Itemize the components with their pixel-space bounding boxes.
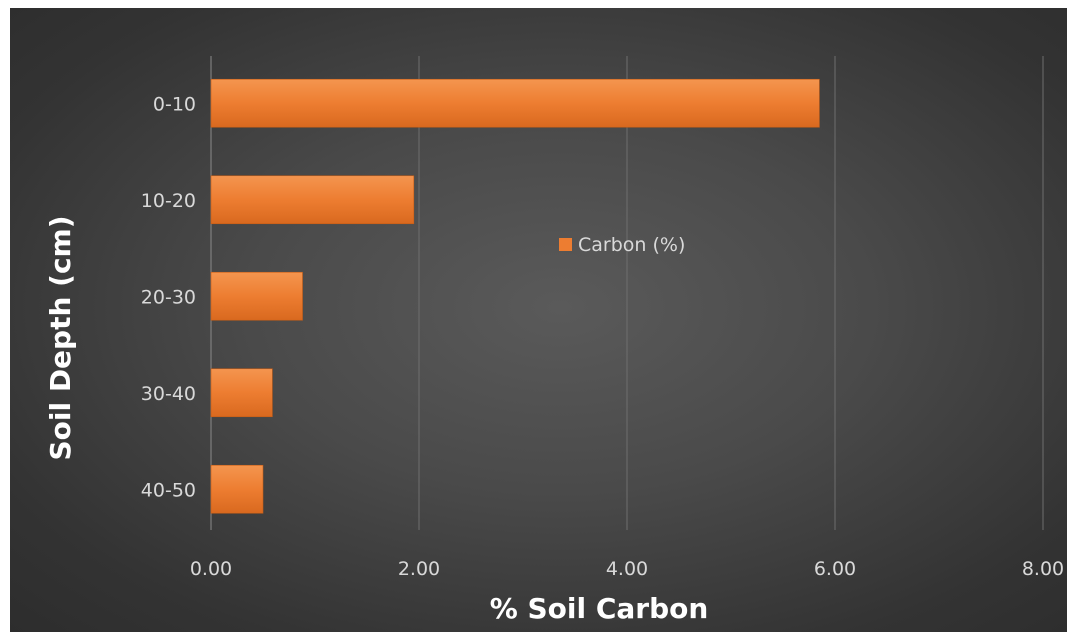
y-tick-label: 0-10 bbox=[153, 93, 196, 115]
chart-area: 0-10 10-20 20-30 30-40 40-50 0.00 2.00 4.00 6.0… bbox=[10, 8, 1067, 632]
bar-40-50 bbox=[210, 464, 264, 514]
y-tick-label: 20-30 bbox=[141, 286, 196, 308]
x-tick-label: 2.00 bbox=[398, 558, 440, 580]
bars bbox=[210, 78, 820, 514]
x-tick-label: 6.00 bbox=[814, 558, 856, 580]
bar-0-10 bbox=[210, 78, 820, 128]
y-tick-label: 30-40 bbox=[141, 383, 196, 405]
x-tick-label: 4.00 bbox=[606, 558, 648, 580]
x-tick-labels: 0.00 2.00 4.00 6.00 8.00 bbox=[190, 558, 1064, 580]
x-tick-label: 0.00 bbox=[190, 558, 232, 580]
y-tick-label: 40-50 bbox=[141, 479, 196, 501]
bar-10-20 bbox=[210, 175, 415, 225]
bar-30-40 bbox=[210, 368, 273, 418]
bar-chart: 0-10 10-20 20-30 30-40 40-50 0.00 2.00 4.00 6.0… bbox=[44, 56, 1064, 625]
x-tick-label: 8.00 bbox=[1022, 558, 1064, 580]
x-axis-title: % Soil Carbon bbox=[490, 592, 709, 625]
legend-label: Carbon (%) bbox=[578, 234, 685, 256]
y-tick-labels: 0-10 10-20 20-30 30-40 40-50 bbox=[141, 93, 196, 501]
legend: Carbon (%) bbox=[559, 234, 685, 256]
legend-swatch bbox=[559, 238, 572, 251]
y-axis-title: Soil Depth (cm) bbox=[44, 215, 77, 460]
bar-20-30 bbox=[210, 271, 303, 321]
y-tick-label: 10-20 bbox=[141, 190, 196, 212]
gridlines bbox=[210, 56, 1044, 530]
